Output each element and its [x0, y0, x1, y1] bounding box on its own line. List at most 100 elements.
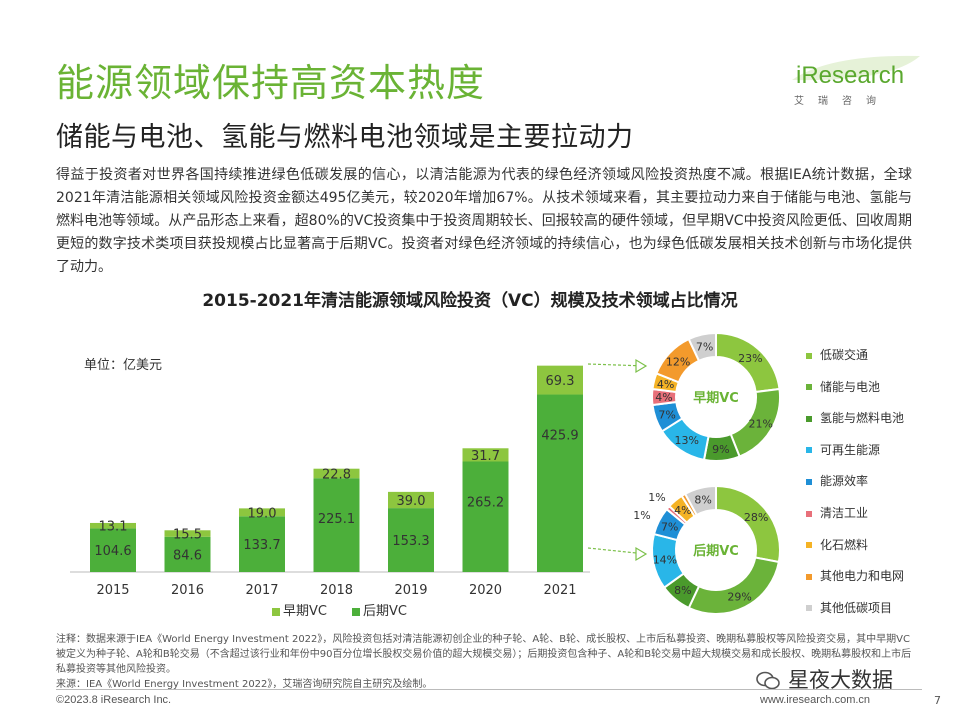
intro-paragraph: 得益于投资者对世界各国持续推进绿色低碳发展的信心，以清洁能源为代表的绿色经济领域…	[56, 167, 912, 275]
slice-label: 8%	[674, 584, 691, 597]
pie-legend-label: 可再生能源	[820, 442, 881, 457]
bar-late-vc	[239, 516, 285, 572]
pie-legend-label: 低碳交通	[820, 348, 869, 362]
slice-label: 1%	[633, 509, 650, 522]
value-label-late: 425.9	[541, 429, 578, 444]
bar-late-vc	[537, 394, 583, 572]
slice-label: 23%	[738, 352, 762, 365]
chart-canvas: 104.6 13.1 2015 84.6 15.5 2016 133.7 19.0 2017 22…	[70, 331, 781, 615]
logo-leaf-icon	[792, 55, 920, 81]
pie-legend-item: 低碳交通	[806, 346, 868, 363]
pie-legend-swatch	[806, 542, 812, 549]
legend-swatch-early	[272, 607, 280, 616]
donut-late-vc: 28% 29% 8% 14% 7% 1% 4% 1% 8% 后期VC	[633, 484, 781, 615]
pie-legend-item: 化石燃料	[806, 536, 868, 553]
bar-early-vc	[388, 491, 434, 509]
footer-copyright: ©2023.8 iResearch Inc.	[56, 694, 172, 706]
pie-legend-label: 清洁工业	[820, 506, 869, 520]
slice-label: 4%	[674, 504, 691, 517]
x-tick-label: 2019	[394, 583, 427, 598]
bar-chart: 104.6 13.1 2015 84.6 15.5 2016 133.7 19.0 2017 22…	[70, 365, 590, 598]
value-label-late: 153.3	[392, 534, 429, 549]
arrowhead-icon	[635, 546, 648, 562]
value-label-early: 39.0	[397, 494, 426, 509]
bar-late-vc	[388, 508, 434, 572]
slice-label: 7%	[658, 409, 675, 422]
connector-arrows	[587, 358, 648, 562]
footer-divider	[56, 689, 922, 690]
x-tick-label: 2017	[245, 583, 278, 598]
bar-late-vc	[462, 461, 509, 572]
pie-legend-item: 氢能与燃料电池	[806, 409, 904, 426]
x-tick-label: 2016	[171, 583, 204, 598]
pie-legend-label: 化石燃料	[820, 537, 869, 552]
slice-label: 12%	[666, 355, 690, 368]
donut-slice	[687, 556, 781, 615]
bar-early-vc	[239, 508, 285, 517]
value-label-late: 225.1	[318, 512, 355, 527]
bar-early-vc	[537, 365, 583, 395]
x-tick-label: 2021	[543, 583, 576, 598]
footer-url: www.iresearch.com.cn	[760, 694, 871, 706]
slice-label: 8%	[694, 494, 711, 507]
value-label-late: 104.6	[94, 544, 131, 559]
pie-legend-swatch	[806, 478, 812, 485]
pie-legend-swatch	[806, 384, 812, 391]
pie-legend-label: 能源效率	[820, 474, 869, 489]
pie-legend-item: 其他低碳项目	[806, 599, 892, 616]
pie-legend-item: 储能与电池	[806, 378, 880, 395]
bar-late-vc	[90, 528, 136, 572]
donut-slice	[687, 331, 717, 363]
pie-legend-swatch	[806, 352, 812, 359]
legend-swatch-late	[352, 607, 360, 616]
pie-legend-label: 储能与电池	[820, 379, 881, 394]
legend-early-vc: 早期VC	[272, 600, 327, 619]
iresearch-logo: iResearch 艾瑞咨询	[790, 50, 925, 115]
watermark: 星夜大数据	[756, 664, 893, 692]
donut-center-label: 早期VC	[693, 391, 739, 406]
pie-legend-swatch	[806, 447, 812, 454]
value-label-early: 15.5	[173, 528, 202, 543]
value-label-early: 19.0	[248, 506, 277, 521]
slice-label: 9%	[712, 443, 729, 456]
x-tick-label: 2018	[320, 583, 353, 598]
slice-label: 29%	[727, 590, 751, 603]
slice-label: 7%	[661, 520, 678, 533]
legend-late-vc: 后期VC	[352, 600, 407, 619]
slice-label: 1%	[648, 491, 665, 504]
note-text: 注释：数据来源于IEA《World Energy Investment 2022…	[56, 634, 912, 675]
source-text: 来源：IEA《World Energy Investment 2022》，艾瑞咨…	[56, 679, 433, 690]
pie-legend-item: 清洁工业	[806, 504, 868, 521]
page-number: 7	[934, 694, 941, 707]
bar-late-vc	[313, 478, 360, 572]
bar-early-vc	[313, 468, 360, 479]
value-label-early: 22.8	[322, 467, 351, 482]
slice-label: 4%	[657, 378, 674, 391]
pie-legend-label: 氢能与燃料电池	[820, 411, 905, 426]
legend-label-early: 早期VC	[283, 604, 327, 619]
pie-legend-swatch	[806, 415, 812, 422]
pie-legend-swatch	[806, 605, 812, 612]
pie-legend-label: 其他低碳项目	[820, 600, 893, 615]
slice-label: 4%	[655, 391, 672, 404]
donut-slice	[683, 484, 717, 517]
chart-title: 2015-2021年清洁能源领域风险投资（VC）规模及技术领域占比情况	[202, 291, 738, 311]
pie-legend-item: 可再生能源	[806, 441, 880, 458]
bar-early-vc	[90, 522, 136, 529]
watermark-text: 星夜大数据	[788, 668, 893, 692]
slice-label: 13%	[675, 434, 699, 447]
slice-label: 21%	[749, 417, 773, 430]
slice-label: 7%	[696, 340, 713, 353]
value-label-late: 265.2	[467, 495, 504, 510]
pie-legend-item: 能源效率	[806, 472, 868, 489]
bar-late-vc	[164, 536, 211, 572]
pie-legend-swatch	[806, 510, 812, 517]
page-subtitle: 储能与电池、氢能与燃料电池领域是主要拉动力	[56, 122, 634, 153]
pie-legend-swatch	[806, 573, 812, 580]
logo-text: iResearch	[796, 62, 905, 89]
footnote: 注释：数据来源于IEA《World Energy Investment 2022…	[56, 632, 916, 692]
value-label-early: 13.1	[99, 520, 128, 535]
value-label-late: 84.6	[173, 548, 202, 563]
donut-center-label: 后期VC	[693, 543, 739, 559]
logo-subtext: 艾瑞咨询	[794, 96, 890, 107]
